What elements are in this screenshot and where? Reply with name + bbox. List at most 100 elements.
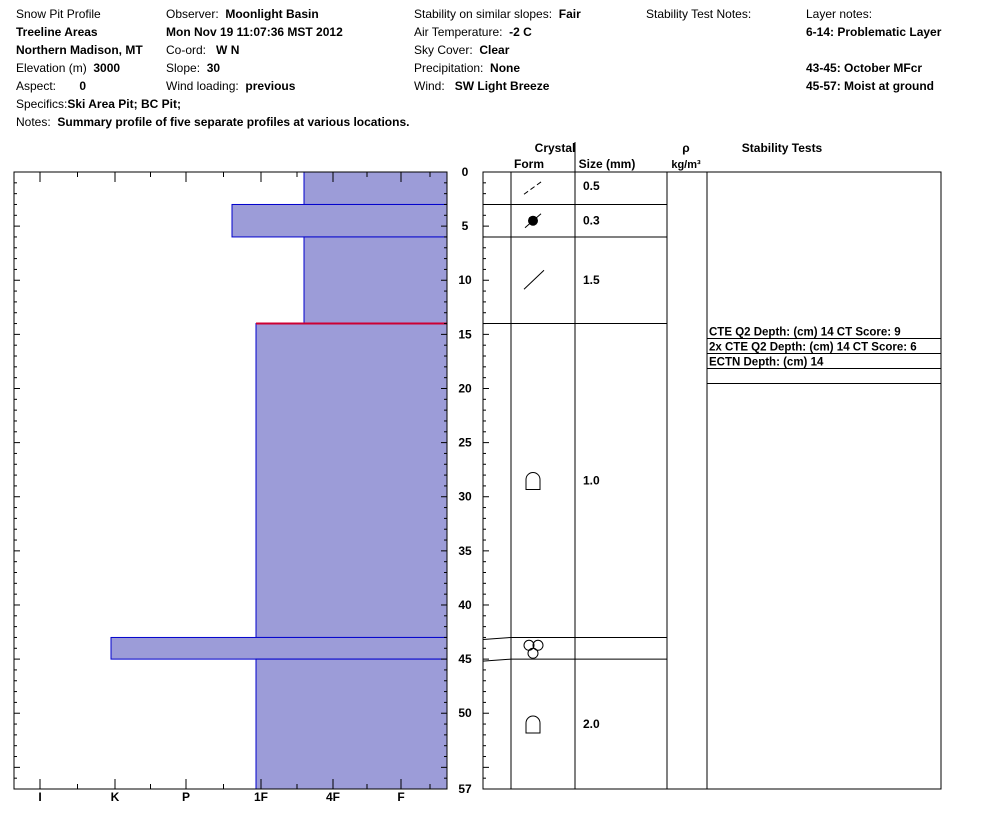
air-temperature: Air Temperature: -2 C [414,25,532,39]
stability-similar: Stability on similar slopes: Fair [414,7,581,21]
crystal-table-frame [482,171,942,790]
notes: Notes: Summary profile of five separate … [16,115,409,129]
aspect: Aspect: 0 [16,79,86,93]
layer-boundary [482,658,667,662]
elevation: Elevation (m) 3000 [16,61,120,75]
stability-notes-label: Stability Test Notes: [646,7,752,21]
depth-hoar-icon [525,472,541,490]
density-unit-header: kg/m³ [671,159,701,171]
precipitation: Precipitation: None [414,61,520,75]
grain-size-label: 1.5 [583,273,600,287]
wind: Wind: SW Light Breeze [414,79,549,93]
aspect-label: Aspect: [16,79,57,93]
slope-value: 30 [206,61,221,75]
observer-value: Moonlight Basin [225,7,319,21]
hardness-axis: I K P 1F 4F F [38,172,431,804]
melt-freeze-icon [532,639,544,651]
layer-note: 6-14: Problematic Layer [806,25,942,39]
grain-size-label: 2.0 [583,717,600,731]
specifics-label: Specifics: [16,97,68,111]
depth-tick-label: 20 [458,381,472,395]
observer: Observer: Moonlight Basin [166,7,319,21]
datetime: Mon Nov 19 11:07:36 MST 2012 [166,25,343,39]
hardness-bar [231,203,448,238]
depth-tick-label: 57 [458,782,472,796]
aspect-value: 0 [79,79,87,93]
air-temp-value: -2 C [509,25,532,39]
coord: Co-ord: W N [166,43,239,57]
layer-notes-label: Layer notes: [806,7,873,21]
stability-label: Stability on similar slopes: [414,7,553,21]
elevation-value: 3000 [93,61,121,75]
wind-loading-value: previous [245,79,296,93]
hardness-layers [110,171,448,790]
hardness-bar [255,658,448,790]
stability-test-label: CTE Q2 Depth: (cm) 14 CT Score: 9 [709,327,901,339]
sky-cover: Sky Cover: Clear [414,43,509,57]
layer-note: 43-45: October MFcr [806,61,923,75]
decomposing-fragments-icon [523,269,545,290]
grain-size-label: 1.0 [583,474,600,488]
wind-loading: Wind loading: previous [166,79,295,93]
profile-title: Snow Pit Profile [16,7,101,21]
hardness-bar [303,236,448,325]
depth-tick-label: 45 [458,652,472,666]
size-header: Size (mm) [579,157,636,171]
hardness-tick-label: 4F [326,790,340,804]
slope-label: Slope: [166,61,201,75]
layer-boundary [482,636,667,640]
depth-tick-label: 35 [458,544,472,558]
hardness-tick-label: I [38,790,41,804]
hardness-tick-label: 1F [254,790,268,804]
specifics-value: Ski Area Pit; BC Pit; [67,97,181,111]
stability-tests-header: Stability Tests [742,141,823,155]
sky-value: Clear [479,43,510,57]
stability-rows: CTE Q2 Depth: (cm) 14 CT Score: 9 2x CTE … [707,327,941,385]
graupel-icon [524,213,542,229]
coord-label: Co-ord: [166,43,207,57]
location-name: Treeline Areas [16,25,98,39]
depth-tick-label: 10 [458,273,472,287]
depth-tick-label: 0 [462,165,469,179]
wind-loading-label: Wind loading: [166,79,239,93]
crystal-rows: 0.5 0.3 1.5 1.0 2.0 [482,179,667,734]
depth-tick-label: 50 [458,706,472,720]
notes-label: Notes: [16,115,51,129]
form-header: Form [514,157,544,171]
hardness-tick-label: F [397,790,404,804]
crystal-header: Crystal [535,141,576,155]
hardness-bar [255,323,448,638]
air-temp-label: Air Temperature: [414,25,503,39]
specifics: Specifics:Ski Area Pit; BC Pit; [16,97,181,111]
grain-size-label: 0.3 [583,214,600,228]
depth-tick-label: 30 [458,490,472,504]
hardness-bar [110,636,448,660]
depth-tick-label: 40 [458,598,472,612]
stability-test-label: ECTN Depth: (cm) 14 [709,357,824,369]
precip-value: None [490,61,521,75]
hardness-frame [13,171,448,790]
grain-size-label: 0.5 [583,179,600,193]
hardness-tick-label: P [182,790,190,804]
region: Northern Madison, MT [16,43,143,57]
observer-label: Observer: [166,7,219,21]
notes-value: Summary profile of five separate profile… [57,115,410,129]
depth-tick-label: 25 [458,436,472,450]
decomposing-fragments-icon [523,180,543,195]
elevation-label: Elevation (m) [16,61,87,75]
depth-hoar-icon [525,715,541,734]
hardness-bar [303,171,448,205]
rho-header: ρ [682,141,689,155]
wind-value: SW Light Breeze [454,79,550,93]
sky-label: Sky Cover: [414,43,473,57]
depth-tick-label: 15 [458,327,472,341]
slope: Slope: 30 [166,61,220,75]
coord-value: W N [216,43,240,57]
layer-note: 45-57: Moist at ground [806,79,935,93]
depth-tick-label: 5 [462,219,469,233]
wind-label: Wind: [414,79,445,93]
stability-test-label: 2x CTE Q2 Depth: (cm) 14 CT Score: 6 [709,342,917,354]
hardness-tick-label: K [111,790,120,804]
melt-freeze-icon [527,647,539,659]
